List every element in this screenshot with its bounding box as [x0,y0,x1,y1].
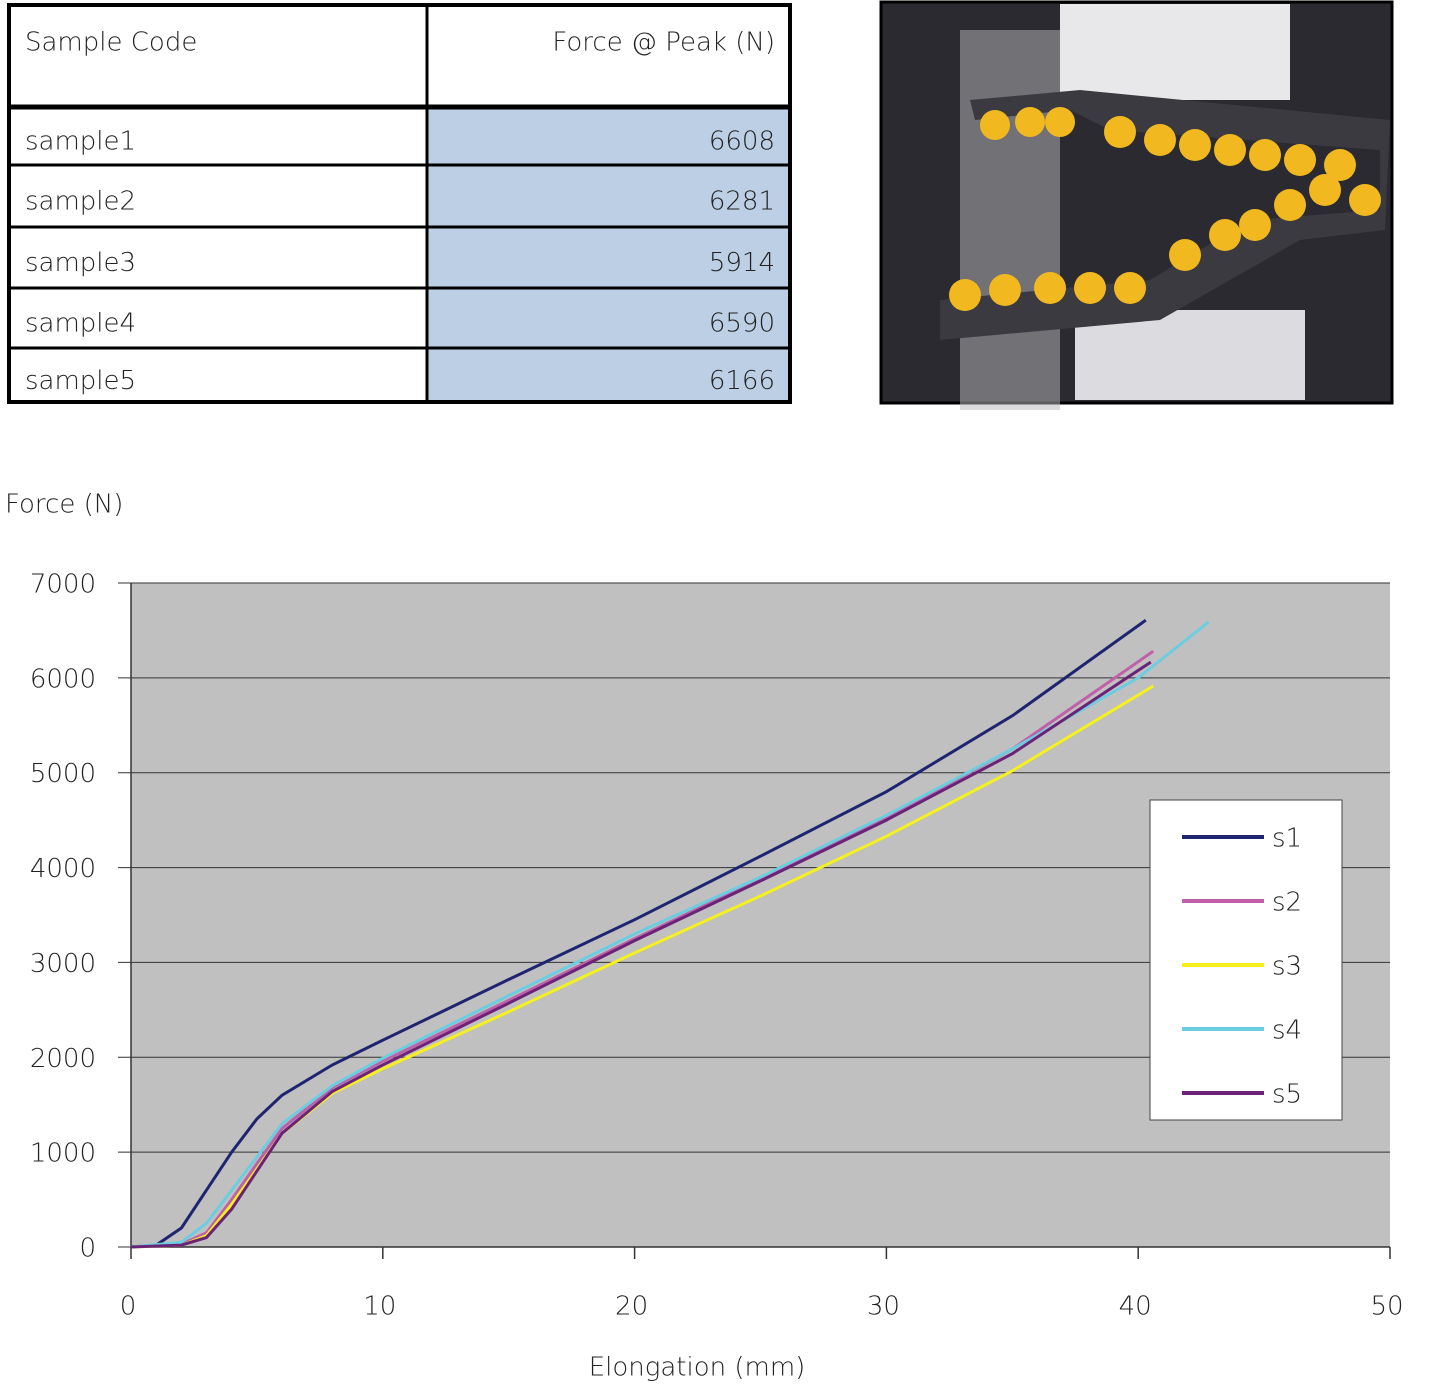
x-tick-label: 0 [120,1292,137,1322]
chart: Force (N) Elongation (mm) 0 1000 2000 3000 4… [5,490,1404,1383]
value-cell [427,165,790,227]
y-tick-label: 1000 [30,1139,96,1169]
legend-label: s2 [1272,888,1302,918]
series-line [130,618,1147,1249]
photo [879,0,1394,410]
y-tick-label: 6000 [30,664,96,694]
header-cell: Sample Code [25,28,197,58]
legend-label: s1 [1272,824,1302,854]
peak-force: 6608 [709,127,775,157]
x-tick-label: 30 [867,1292,900,1322]
sample-code: sample5 [25,366,136,396]
header-cell: Force @ Peak (N) [552,28,775,58]
x-tick-label: 50 [1370,1292,1403,1322]
y-tick-label: 7000 [30,570,96,600]
table-border [7,3,792,404]
x-axis-label: Elongation (mm) [589,1353,806,1383]
x-tick-label: 40 [1119,1292,1152,1322]
peak-force: 6590 [709,309,775,339]
peak-force: 6166 [709,366,775,396]
y-tick-label: 0 [79,1234,96,1264]
series-line [130,684,1155,1249]
series-line [130,649,1155,1249]
value-cell [427,288,790,348]
sample-code: sample1 [25,127,136,157]
y-tick-label: 2000 [30,1044,96,1074]
value-cell [427,227,790,288]
legend-label: s4 [1272,1016,1302,1046]
sample-code: sample4 [25,309,136,339]
series-line [130,660,1152,1249]
peak-force: 6281 [709,187,775,217]
legend-label: s3 [1272,952,1302,982]
sample-code: sample2 [25,187,136,217]
value-cell [427,107,790,165]
legend-label: s5 [1272,1080,1302,1110]
series-line [130,620,1210,1249]
peak-force: 5914 [709,248,775,278]
y-tick-label: 4000 [30,854,96,884]
y-axis-label: Force (N) [5,490,123,520]
legend-box [1149,799,1343,1121]
y-tick-label: 3000 [30,949,96,979]
data-table: Sample Code Force @ Peak (N) sample1 6608 sa… [7,3,792,404]
x-tick-label: 10 [363,1292,396,1322]
y-tick-label: 5000 [30,759,96,789]
value-cell [427,348,790,403]
x-tick-label: 20 [615,1292,648,1322]
sample-code: sample3 [25,248,136,278]
